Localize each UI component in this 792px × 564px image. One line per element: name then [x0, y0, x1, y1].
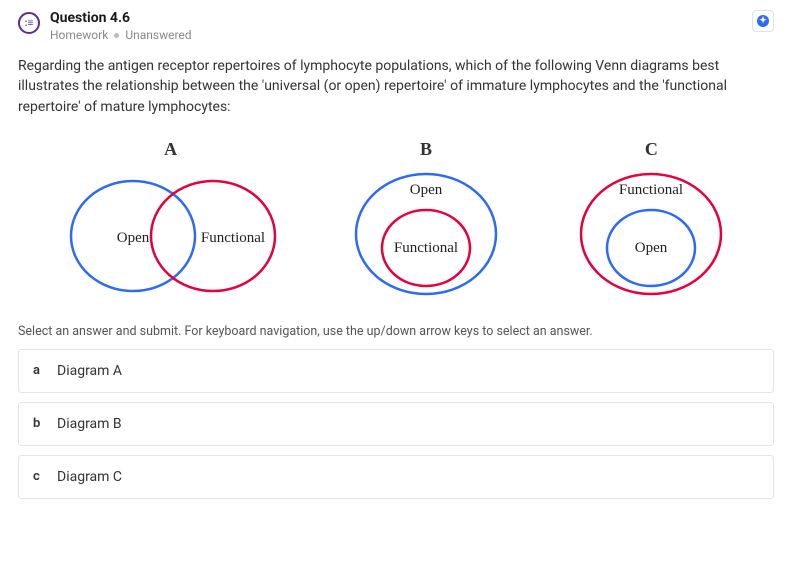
diagram-b-label: B [420, 139, 432, 160]
svg-text:Functional: Functional [394, 240, 458, 256]
option-text: Diagram A [57, 363, 122, 379]
diagram-a: A Open Functional [61, 139, 281, 296]
meta-separator-dot [114, 33, 119, 38]
venn-diagrams-row: A Open Functional B Open Functional C Func… [18, 139, 774, 296]
question-title: Question 4.6 [50, 10, 752, 26]
option-letter: b [33, 416, 57, 431]
svg-text:Functional: Functional [619, 182, 683, 198]
question-icon-glyph: :≡ [25, 18, 34, 29]
diagram-b: B Open Functional [346, 139, 506, 296]
question-meta: Homework Unanswered [50, 28, 752, 42]
bookmark-glyph: ✦ [759, 17, 767, 26]
answer-instruction: Select an answer and submit. For keyboar… [18, 324, 774, 339]
bookmark-button[interactable]: ✦ [752, 10, 774, 32]
diagram-a-label: A [164, 139, 177, 160]
option-b[interactable]: b Diagram B [18, 402, 774, 446]
question-body: Regarding the antigen receptor repertoir… [18, 56, 774, 117]
question-icon: :≡ [18, 12, 40, 34]
diagram-b-svg: Open Functional [346, 166, 506, 296]
header-text-block: Question 4.6 Homework Unanswered [50, 10, 752, 42]
question-header: :≡ Question 4.6 Homework Unanswered ✦ [18, 10, 774, 42]
svg-text:Open: Open [635, 240, 668, 256]
bookmark-icon: ✦ [757, 15, 769, 27]
option-c[interactable]: c Diagram C [18, 455, 774, 499]
answer-options: a Diagram A b Diagram B c Diagram C [18, 349, 774, 499]
option-letter: a [33, 363, 57, 378]
option-a[interactable]: a Diagram A [18, 349, 774, 393]
svg-text:Open: Open [116, 230, 149, 246]
svg-text:Functional: Functional [201, 230, 265, 246]
option-text: Diagram C [57, 469, 122, 485]
svg-text:Open: Open [410, 182, 443, 198]
option-letter: c [33, 469, 57, 484]
question-status: Unanswered [125, 28, 191, 42]
question-card: :≡ Question 4.6 Homework Unanswered ✦ Re… [0, 0, 792, 499]
diagram-c-svg: Functional Open [571, 166, 731, 296]
diagram-c-label: C [645, 139, 658, 160]
diagram-a-svg: Open Functional [61, 166, 281, 296]
diagram-c: C Functional Open [571, 139, 731, 296]
option-text: Diagram B [57, 416, 122, 432]
question-category: Homework [50, 28, 108, 42]
